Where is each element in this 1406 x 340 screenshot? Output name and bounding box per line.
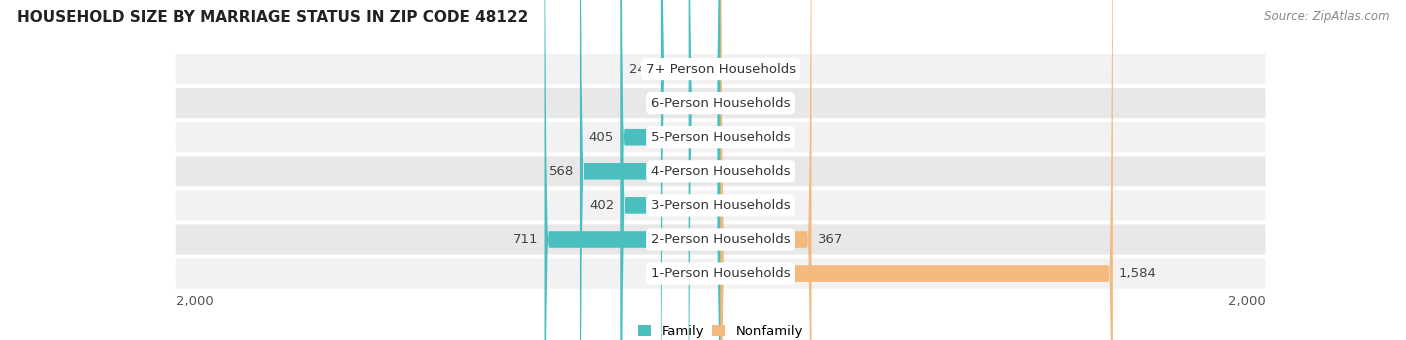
Text: HOUSEHOLD SIZE BY MARRIAGE STATUS IN ZIP CODE 48122: HOUSEHOLD SIZE BY MARRIAGE STATUS IN ZIP… [17, 10, 529, 25]
Text: 0: 0 [727, 165, 735, 178]
Text: 6-Person Households: 6-Person Households [651, 97, 790, 110]
FancyBboxPatch shape [176, 88, 1265, 118]
Text: 2-Person Households: 2-Person Households [651, 233, 790, 246]
FancyBboxPatch shape [176, 122, 1265, 152]
Text: 241: 241 [630, 63, 655, 75]
Text: Source: ZipAtlas.com: Source: ZipAtlas.com [1264, 10, 1389, 23]
FancyBboxPatch shape [661, 0, 721, 340]
Text: 0: 0 [727, 199, 735, 212]
FancyBboxPatch shape [620, 0, 721, 340]
Text: 367: 367 [818, 233, 844, 246]
FancyBboxPatch shape [721, 0, 811, 340]
FancyBboxPatch shape [176, 258, 1265, 289]
Text: 1-Person Households: 1-Person Households [651, 267, 790, 280]
FancyBboxPatch shape [579, 0, 721, 340]
Text: 4-Person Households: 4-Person Households [651, 165, 790, 178]
Text: 5-Person Households: 5-Person Households [651, 131, 790, 144]
FancyBboxPatch shape [689, 0, 721, 340]
Legend: Family, Nonfamily: Family, Nonfamily [638, 325, 803, 338]
Text: 711: 711 [513, 233, 538, 246]
Text: 7+ Person Households: 7+ Person Households [645, 63, 796, 75]
FancyBboxPatch shape [176, 54, 1265, 84]
FancyBboxPatch shape [721, 0, 1114, 340]
FancyBboxPatch shape [176, 190, 1265, 221]
Text: 129: 129 [657, 97, 682, 110]
FancyBboxPatch shape [544, 0, 721, 340]
Text: 568: 568 [548, 165, 574, 178]
FancyBboxPatch shape [176, 156, 1265, 186]
Text: 3-Person Households: 3-Person Households [651, 199, 790, 212]
Text: 0: 0 [727, 131, 735, 144]
Text: 2,000: 2,000 [176, 295, 214, 308]
Text: 402: 402 [589, 199, 614, 212]
Text: 0: 0 [727, 97, 735, 110]
FancyBboxPatch shape [621, 0, 721, 340]
Text: 1,584: 1,584 [1119, 267, 1157, 280]
Text: 405: 405 [589, 131, 614, 144]
Text: 2,000: 2,000 [1227, 295, 1265, 308]
FancyBboxPatch shape [176, 224, 1265, 255]
Text: 0: 0 [727, 63, 735, 75]
